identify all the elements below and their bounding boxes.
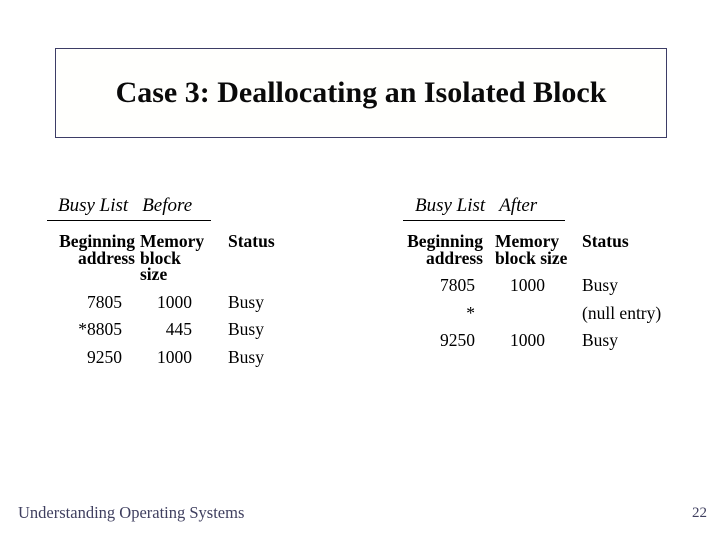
cell-status: Busy bbox=[228, 291, 264, 312]
busy-list-after-table: Busy List After Beginning address Memory bl… bbox=[395, 196, 661, 355]
table-header-row: Beginning address Memory block size Status bbox=[47, 231, 275, 284]
cell-memory-block-size bbox=[495, 300, 568, 328]
header-status: Status bbox=[228, 231, 275, 283]
header-line: Beginning bbox=[407, 231, 483, 251]
header-line: Status bbox=[228, 231, 275, 251]
cell-status: Busy bbox=[582, 275, 618, 295]
header-line: block size bbox=[495, 247, 568, 268]
cell-beginning-address: *8805 bbox=[78, 319, 122, 339]
slide-page-number: 22 bbox=[692, 505, 707, 521]
table-body: 7805 1000 Busy * (null entry) 9250 1000 … bbox=[395, 272, 661, 355]
cell-memory-block-size: 1000 bbox=[157, 346, 192, 367]
cell-beginning-address: 9250 bbox=[87, 346, 122, 367]
header-line: block size bbox=[140, 247, 181, 284]
header-memory-block-size: Memory block size bbox=[140, 231, 212, 284]
header-line: Memory bbox=[495, 231, 560, 251]
table-row: * (null entry) bbox=[395, 300, 661, 328]
cell-status: Busy bbox=[228, 346, 264, 367]
cell-beginning-address: * bbox=[466, 302, 475, 323]
caption-state-before: Before bbox=[142, 195, 193, 216]
cell-status: (null entry) bbox=[582, 302, 662, 323]
cell-memory-block-size: 445 bbox=[165, 319, 192, 339]
cell-status: Busy bbox=[582, 330, 618, 350]
table-row: 9250 1000 Busy bbox=[47, 344, 275, 372]
cell-beginning-address: 7805 bbox=[87, 291, 122, 312]
header-line: Beginning bbox=[59, 231, 135, 251]
table-row: *8805 445 Busy bbox=[47, 316, 275, 344]
table-body: 7805 1000 Busy *8805 445 Busy 9250 1000 … bbox=[47, 289, 275, 372]
caption-list-name: Busy List bbox=[415, 195, 486, 216]
header-beginning-address: Beginning address bbox=[395, 231, 483, 268]
table-row: 7805 1000 Busy bbox=[395, 272, 661, 300]
footer-book-title: Understanding Operating Systems bbox=[18, 503, 245, 522]
cell-memory-block-size: 1000 bbox=[510, 275, 545, 295]
header-line: Memory bbox=[140, 231, 205, 251]
header-line: address bbox=[77, 247, 135, 268]
cell-memory-block-size: 1000 bbox=[510, 330, 545, 350]
header-status: Status bbox=[582, 231, 629, 266]
table-row: 9250 1000 Busy bbox=[395, 327, 661, 355]
caption-list-name: Busy List bbox=[58, 195, 129, 216]
title-box: Case 3: Deallocating an Isolated Block bbox=[55, 48, 667, 138]
header-beginning-address: Beginning address bbox=[47, 231, 135, 283]
busy-list-before-table: Busy List Before Beginning address Memory b… bbox=[47, 196, 275, 371]
table-row: 7805 1000 Busy bbox=[47, 289, 275, 317]
busy-list-after-caption: Busy List After bbox=[403, 196, 565, 221]
table-header-row: Beginning address Memory block size Status bbox=[395, 231, 661, 268]
caption-state-after: After bbox=[499, 195, 538, 216]
busy-list-before-caption: Busy List Before bbox=[47, 196, 211, 221]
cell-beginning-address: 9250 bbox=[440, 330, 475, 350]
header-memory-block-size: Memory block size bbox=[495, 231, 568, 268]
cell-memory-block-size: 1000 bbox=[157, 291, 192, 312]
header-line: address bbox=[425, 247, 483, 268]
slide-title: Case 3: Deallocating an Isolated Block bbox=[115, 76, 607, 109]
header-line: Status bbox=[582, 231, 629, 251]
cell-beginning-address: 7805 bbox=[440, 275, 475, 295]
cell-status: Busy bbox=[228, 319, 264, 339]
